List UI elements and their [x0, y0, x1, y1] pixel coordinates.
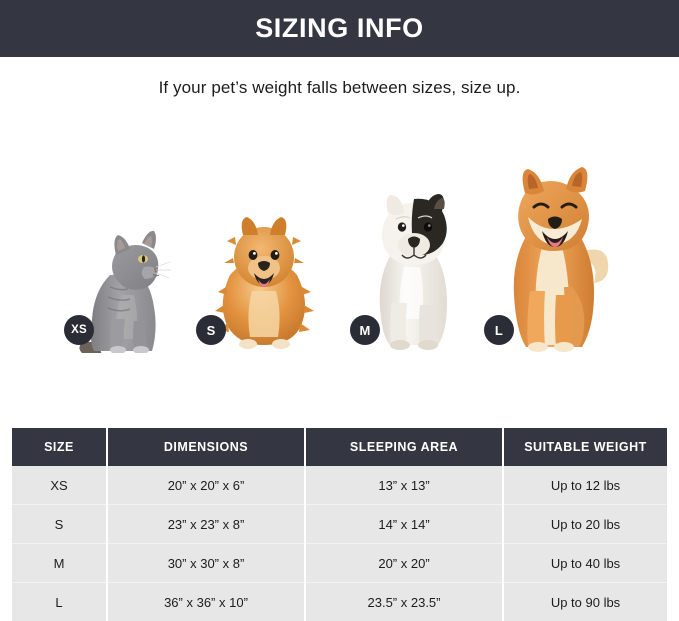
cell-dimensions: 30” x 30” x 8”	[107, 544, 305, 583]
cell-size: L	[12, 583, 107, 621]
cell-sleeping-area: 13” x 13”	[305, 466, 503, 505]
table-header-row: SIZE DIMENSIONS SLEEPING AREA SUITABLE W…	[12, 428, 667, 466]
animal-cell-m: M	[350, 193, 476, 353]
cell-weight: Up to 20 lbs	[503, 505, 667, 544]
table-row: L 36” x 36” x 10” 23.5” x 23.5” Up to 90…	[12, 583, 667, 621]
animal-cell-l: L	[484, 167, 626, 353]
size-badge-m: M	[350, 315, 380, 345]
cell-dimensions: 36” x 36” x 10”	[107, 583, 305, 621]
cell-sleeping-area: 14” x 14”	[305, 505, 503, 544]
table-row: S 23” x 23” x 8” 14” x 14” Up to 20 lbs	[12, 505, 667, 544]
animal-cell-s: S	[196, 213, 332, 353]
cell-sleeping-area: 23.5” x 23.5”	[305, 583, 503, 621]
sizing-table: SIZE DIMENSIONS SLEEPING AREA SUITABLE W…	[12, 428, 667, 621]
cell-weight: Up to 40 lbs	[503, 544, 667, 583]
sizing-note: If your pet’s weight falls between sizes…	[159, 78, 521, 98]
page-title: SIZING INFO	[255, 15, 424, 42]
header-bar: SIZING INFO	[0, 0, 679, 57]
size-badge-s: S	[196, 315, 226, 345]
cell-sleeping-area: 20” x 20”	[305, 544, 503, 583]
table-row: M 30” x 30” x 8” 20” x 20” Up to 40 lbs	[12, 544, 667, 583]
cell-size: S	[12, 505, 107, 544]
subtitle-container: If your pet’s weight falls between sizes…	[0, 57, 679, 119]
column-header-size: SIZE	[12, 428, 107, 466]
cell-dimensions: 20” x 20” x 6”	[107, 466, 305, 505]
animal-size-row: XS	[0, 119, 679, 353]
column-header-dimensions: DIMENSIONS	[107, 428, 305, 466]
column-header-sleeping-area: SLEEPING AREA	[305, 428, 503, 466]
size-badge-l: L	[484, 315, 514, 345]
cell-size: M	[12, 544, 107, 583]
table-row: XS 20” x 20” x 6” 13” x 13” Up to 12 lbs	[12, 466, 667, 505]
cell-weight: Up to 90 lbs	[503, 583, 667, 621]
cell-weight: Up to 12 lbs	[503, 466, 667, 505]
cell-dimensions: 23” x 23” x 8”	[107, 505, 305, 544]
column-header-suitable-weight: SUITABLE WEIGHT	[503, 428, 667, 466]
cell-size: XS	[12, 466, 107, 505]
size-badge-xs: XS	[64, 315, 94, 345]
animal-cell-xs: XS	[64, 223, 190, 353]
